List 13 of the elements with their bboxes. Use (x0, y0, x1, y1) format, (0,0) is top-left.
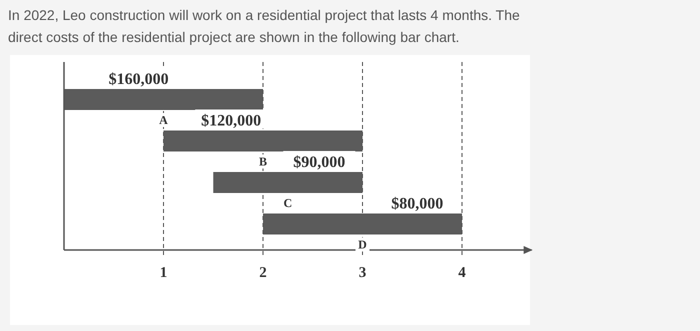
chart-title: In 2022, Leo construction will work on a residential project that lasts 4 months. The direct costs of the residential project are shown in the following bar chart. (8, 7, 520, 45)
annotation: $80,000 (391, 196, 444, 212)
annotation: $160,000 (108, 71, 169, 88)
annotation: C (284, 196, 292, 210)
x-tick-label: 1 (160, 265, 168, 281)
annotation: D (358, 238, 368, 252)
annotation: A (159, 113, 168, 127)
x-tick-label: 3 (358, 265, 366, 281)
annotation: $90,000 (293, 154, 346, 171)
annotation: $120,000 (201, 112, 262, 130)
x-tick-label: 2 (259, 265, 267, 281)
x-tick-label: 4 (458, 265, 466, 281)
annotation: B (258, 154, 268, 168)
